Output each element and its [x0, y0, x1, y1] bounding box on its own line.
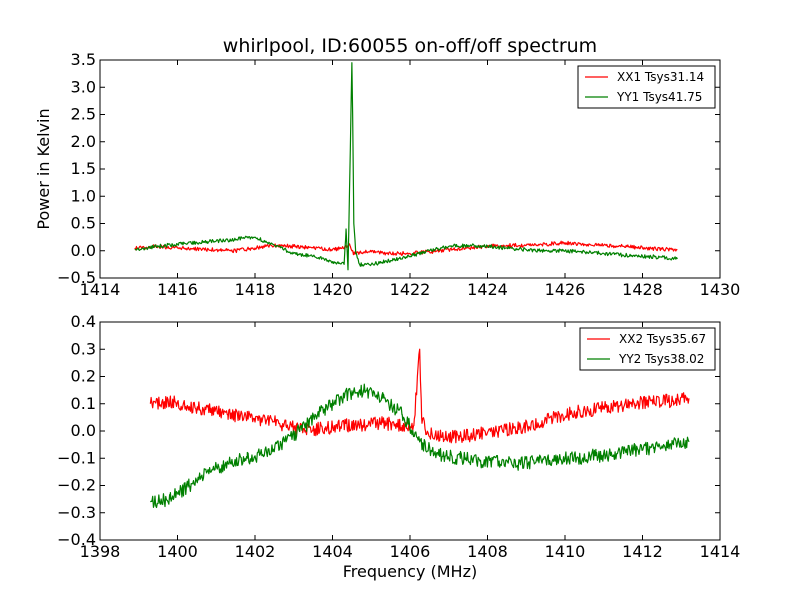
legend-2: XX2 Tsys35.67 YY2 Tsys38.02 — [579, 327, 716, 371]
x-tick-label-2: 1398 — [80, 542, 121, 561]
y-tick-label-1: 0.0 — [71, 241, 96, 260]
y-tick-label-2: 0.4 — [71, 312, 96, 331]
legend-label: YY1 Tsys41.75 — [616, 90, 702, 104]
y-tick-label-2: −0.4 — [57, 530, 96, 549]
y-tick-label-1: 0.5 — [71, 214, 96, 233]
series-line-xx-1 — [134, 240, 678, 256]
y-tick-label-2: 0.0 — [71, 421, 96, 440]
x-tick-label-1: 1430 — [700, 280, 741, 299]
x-tick-label-1: 1426 — [545, 280, 586, 299]
x-tick-label-2: 1414 — [700, 542, 741, 561]
x-tick-label-1: 1422 — [390, 280, 431, 299]
y-tick-label-2: 0.3 — [71, 339, 96, 358]
y-tick-label-2: −0.3 — [57, 503, 96, 522]
panels: 1414 1416 1418 1420 1422 1424 1426 1428 1430 −0.5… — [34, 35, 740, 581]
y-tick-label-1: −0.5 — [57, 268, 96, 287]
legend-label: YY2 Tsys38.02 — [618, 352, 704, 366]
y-tick-label-1: 3.0 — [71, 77, 96, 96]
x-tick-label-1: 1418 — [235, 280, 276, 299]
y-tick-label-2: −0.2 — [57, 476, 96, 495]
y-tick-label-2: −0.1 — [57, 448, 96, 467]
x-tick-label-2: 1402 — [235, 542, 276, 561]
x-tick-label-2: 1410 — [545, 542, 586, 561]
y-tick-label-1: 1.0 — [71, 186, 96, 205]
y-tick-label-1: 3.5 — [71, 50, 96, 69]
chart-panel-2: 1398 1400 1402 1404 1406 1408 1410 1412 1414 −0.4… — [57, 312, 740, 581]
legend-label: XX1 Tsys31.14 — [617, 70, 704, 84]
legend-box-2 — [579, 327, 716, 371]
x-tick-label-2: 1406 — [390, 542, 431, 561]
y-tick-label-1: 2.5 — [71, 105, 96, 124]
y-tick-label-1: 1.5 — [71, 159, 96, 178]
legend-label: XX2 Tsys35.67 — [619, 332, 706, 346]
y-tick-label-2: 0.1 — [71, 394, 96, 413]
y-tick-label-1: 2.0 — [71, 132, 96, 151]
x-tick-label-1: 1428 — [622, 280, 663, 299]
chart-title: whirlpool, ID:60055 on-off/off spectrum — [223, 35, 597, 57]
y-tick-label-2: 0.2 — [71, 367, 96, 386]
x-tick-label-2: 1412 — [622, 542, 663, 561]
x-tick-label-2: 1404 — [312, 542, 353, 561]
x-tick-label-1: 1414 — [80, 280, 121, 299]
series-line-yy-1 — [134, 62, 678, 271]
x-tick-label-2: 1408 — [467, 542, 508, 561]
y-axis-label: Power in Kelvin — [34, 108, 53, 229]
legend-1: XX1 Tsys31.14 YY1 Tsys41.75 — [577, 65, 716, 109]
x-tick-label-1: 1420 — [312, 280, 353, 299]
chart-panel-1: 1414 1416 1418 1420 1422 1424 1426 1428 1430 −0.5… — [34, 35, 740, 299]
legend-box-1 — [577, 65, 716, 109]
x-tick-label-2: 1400 — [157, 542, 198, 561]
x-tick-label-1: 1424 — [467, 280, 508, 299]
x-axis-label: Frequency (MHz) — [343, 562, 477, 581]
x-tick-label-1: 1416 — [157, 280, 198, 299]
series-line-xx-2 — [149, 348, 690, 444]
series-line-yy-2 — [150, 383, 690, 509]
